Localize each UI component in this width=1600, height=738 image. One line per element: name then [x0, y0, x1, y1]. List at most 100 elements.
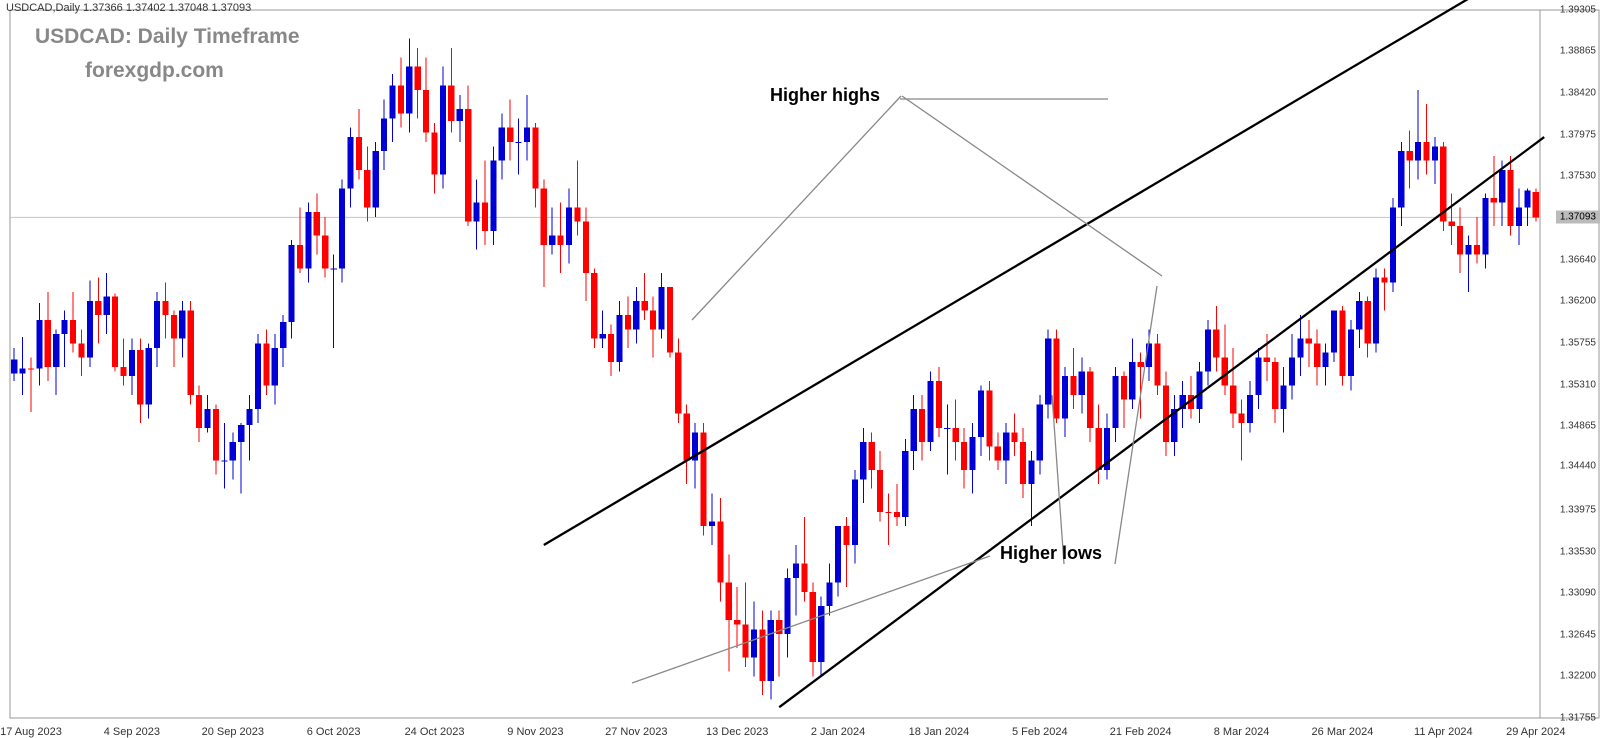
candle-body	[347, 137, 353, 189]
candle-body	[1255, 357, 1261, 395]
candle-body	[1398, 151, 1404, 207]
candle-body	[246, 409, 252, 425]
x-axis-label: 27 Nov 2023	[605, 726, 667, 738]
candle-body	[45, 320, 51, 367]
candle-body	[213, 409, 219, 461]
candle-body	[204, 409, 210, 428]
candle-body	[1474, 245, 1480, 254]
annotation-arrow	[692, 96, 901, 320]
chart-svg[interactable]	[0, 0, 1600, 738]
candle-body	[1028, 461, 1034, 484]
candle-body	[524, 128, 530, 142]
candle-body	[221, 461, 227, 462]
candle-body	[801, 564, 807, 592]
candle-body	[549, 236, 555, 245]
candle-body	[1154, 343, 1160, 385]
candle-body	[70, 320, 76, 343]
x-axis-label: 17 Aug 2023	[0, 726, 62, 738]
candle-body	[431, 132, 437, 174]
candle-body	[1323, 353, 1329, 367]
annotation-arrow	[632, 556, 990, 683]
candle-body	[978, 390, 984, 437]
candle-body	[1297, 339, 1303, 358]
x-axis-label: 2 Jan 2024	[811, 726, 865, 738]
candle-body	[658, 287, 664, 329]
x-axis-label: 29 Apr 2024	[1506, 726, 1565, 738]
candle-body	[885, 512, 891, 513]
y-axis-label: 1.37530	[1560, 171, 1596, 182]
candle-body	[793, 564, 799, 578]
trendline[interactable]	[779, 137, 1544, 707]
candle-body	[1280, 386, 1286, 409]
candle-body	[465, 109, 471, 222]
candle-body	[768, 620, 774, 681]
candle-body	[625, 315, 631, 329]
x-axis-label: 9 Nov 2023	[507, 726, 563, 738]
candle-body	[1163, 386, 1169, 442]
candle-body	[1449, 221, 1455, 226]
y-axis-label: 1.36640	[1560, 254, 1596, 265]
candle-body	[944, 428, 950, 429]
candle-body	[364, 170, 370, 208]
candle-body	[499, 128, 505, 161]
candle-body	[566, 207, 572, 245]
x-axis-label: 4 Sep 2023	[104, 726, 160, 738]
x-axis-label: 26 Mar 2024	[1312, 726, 1374, 738]
candle-body	[591, 273, 597, 339]
candle-body	[289, 245, 295, 322]
candle-body	[448, 85, 454, 121]
y-axis-label: 1.33530	[1560, 546, 1596, 557]
candle-body	[272, 348, 278, 386]
chart-root: USDCAD,Daily 1.37366 1.37402 1.37048 1.3…	[0, 0, 1600, 738]
x-axis-label: 6 Oct 2023	[307, 726, 361, 738]
annotation-arrow	[902, 96, 1162, 276]
candle-body	[112, 296, 118, 366]
candle-body	[179, 311, 185, 339]
candle-body	[1533, 192, 1539, 218]
x-axis-label: 20 Sep 2023	[202, 726, 264, 738]
candle-body	[1499, 170, 1505, 203]
candle-body	[398, 85, 404, 113]
candle-body	[1213, 329, 1219, 357]
candle-body	[1272, 362, 1278, 409]
candle-body	[53, 334, 59, 367]
candle-body	[1465, 245, 1471, 254]
candle-body	[1054, 339, 1060, 419]
candle-body	[1432, 146, 1438, 160]
candle-body	[927, 381, 933, 442]
candle-body	[827, 582, 833, 605]
candle-body	[1348, 329, 1354, 376]
candle-body	[919, 409, 925, 442]
candle-body	[78, 343, 84, 357]
candle-body	[87, 301, 93, 357]
candle-body	[1003, 432, 1009, 460]
y-axis-label: 1.32200	[1560, 671, 1596, 682]
candle-body	[1205, 329, 1211, 371]
candle-body	[1129, 362, 1135, 400]
candle-body	[263, 343, 269, 385]
candle-body	[406, 67, 412, 114]
candle-body	[843, 526, 849, 545]
candle-body	[1381, 278, 1387, 283]
candle-body	[532, 128, 538, 189]
watermark-site: forexgdp.com	[85, 59, 224, 83]
candle-body	[1037, 404, 1043, 460]
candle-body	[1264, 357, 1270, 362]
candle-body	[1524, 191, 1530, 208]
candle-body	[1138, 362, 1144, 367]
candle-body	[36, 320, 42, 369]
candle-body	[28, 369, 34, 370]
candle-body	[381, 118, 387, 151]
candle-body	[902, 451, 908, 517]
y-axis-label: 1.31755	[1560, 713, 1596, 724]
candle-body	[1121, 376, 1127, 399]
candle-body	[995, 447, 1001, 461]
candle-body	[1407, 151, 1413, 160]
annotation-higher-highs: Higher highs	[770, 85, 880, 106]
candle-body	[331, 268, 337, 269]
candle-body	[1096, 428, 1102, 470]
current-price-tag: 1.37093	[1556, 211, 1600, 224]
candle-body	[675, 353, 681, 414]
candle-body	[230, 442, 236, 461]
candle-body	[1314, 343, 1320, 366]
